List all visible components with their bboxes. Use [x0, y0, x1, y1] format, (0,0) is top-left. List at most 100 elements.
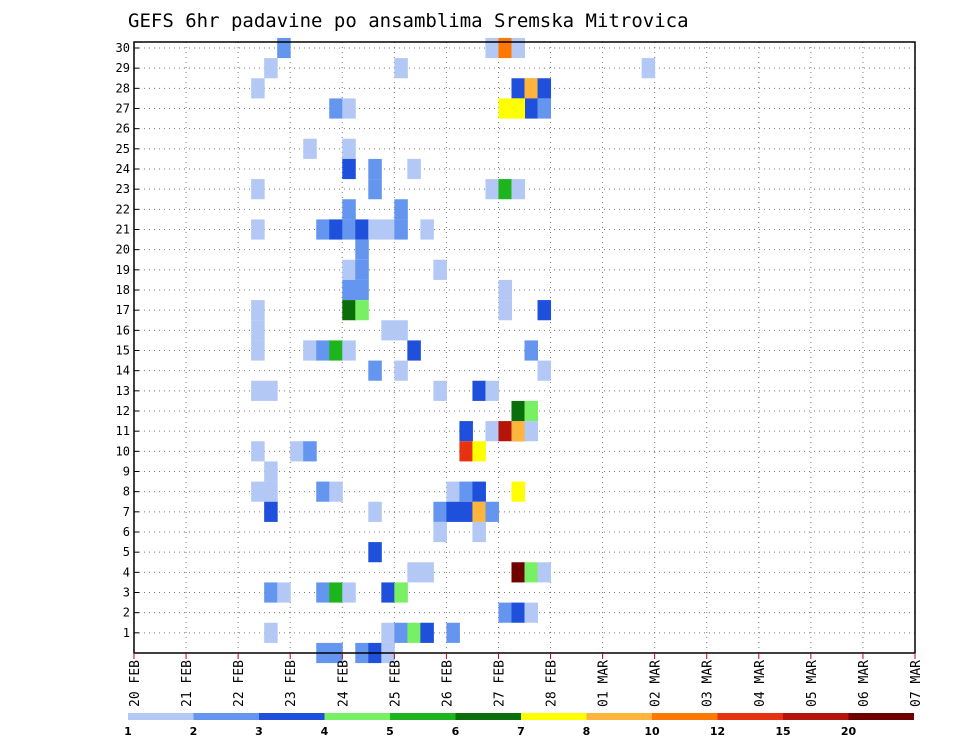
- x-tick-label: 27 FEB: [492, 660, 507, 707]
- precip-cell: [342, 199, 356, 220]
- precip-cell: [459, 421, 473, 442]
- legend-color-swatch: [652, 713, 718, 720]
- precip-cell: [446, 501, 460, 522]
- y-tick-label: 7: [123, 505, 130, 519]
- legend-level-label: 10: [644, 725, 660, 738]
- precip-cell: [485, 380, 499, 401]
- precip-cell: [290, 441, 304, 462]
- precip-cell: [420, 219, 434, 240]
- precip-cell: [342, 219, 356, 240]
- precip-cell: [485, 501, 499, 522]
- precip-cell: [511, 602, 525, 623]
- precip-cell: [511, 78, 525, 99]
- precip-cell: [251, 481, 265, 502]
- precip-cell: [511, 421, 525, 442]
- precip-cell: [251, 78, 265, 99]
- precip-cell: [381, 622, 395, 643]
- y-tick-label: 19: [116, 263, 130, 277]
- precip-cell: [498, 602, 512, 623]
- legend-color-swatch: [455, 713, 521, 720]
- precip-cell: [355, 279, 369, 301]
- legend-color-swatch: [193, 713, 259, 720]
- precip-cell: [329, 98, 343, 119]
- precip-cell: [264, 380, 278, 401]
- precip-cell: [316, 481, 330, 502]
- legend-level-label: 7: [517, 725, 525, 738]
- precip-cell: [368, 542, 382, 563]
- x-tick-label: 21 FEB: [180, 660, 195, 707]
- precip-cell: [342, 259, 356, 280]
- precip-cell: [433, 501, 447, 522]
- y-tick-label: 26: [116, 122, 130, 136]
- precip-cell: [498, 37, 512, 59]
- precip-cell: [355, 259, 369, 280]
- precip-cell: [511, 37, 525, 59]
- precip-cell: [524, 340, 539, 361]
- x-tick-label: 05 MAR: [805, 660, 820, 707]
- x-tick-label: 02 MAR: [649, 660, 664, 707]
- legend-level-label: 5: [386, 725, 394, 738]
- legend-color-swatch: [259, 713, 325, 720]
- precip-cell: [472, 521, 486, 543]
- precip-cell: [511, 400, 525, 422]
- precip-cell: [394, 58, 408, 79]
- x-tick-label: 07 MAR: [909, 660, 924, 707]
- precip-cell: [394, 199, 408, 220]
- precip-cell: [277, 37, 291, 59]
- precip-cell: [264, 481, 278, 502]
- precip-cell: [355, 219, 369, 240]
- precip-cell: [485, 37, 499, 59]
- legend-level-label: 6: [452, 725, 460, 738]
- precip-cell: [394, 219, 408, 240]
- y-tick-label: 4: [123, 565, 130, 579]
- precip-cell: [459, 481, 473, 502]
- precip-cell: [420, 622, 434, 643]
- precip-cell: [537, 562, 552, 583]
- legend-level-label: 20: [841, 725, 857, 738]
- y-tick-label: 27: [116, 102, 130, 116]
- precip-cell: [420, 562, 434, 583]
- precip-cell: [303, 138, 317, 159]
- y-tick-label: 8: [123, 485, 130, 499]
- legend-color-swatch: [783, 713, 849, 720]
- legend-level-label: 2: [190, 725, 198, 738]
- precip-cell: [342, 279, 356, 301]
- precip-cell: [264, 501, 278, 522]
- precip-cell: [251, 441, 265, 462]
- precip-cell: [537, 98, 552, 119]
- precip-cell: [264, 461, 278, 482]
- precip-cell: [498, 279, 512, 301]
- y-tick-label: 20: [116, 243, 130, 257]
- y-tick-label: 30: [116, 41, 130, 55]
- precip-cell: [251, 219, 265, 240]
- precip-cell: [303, 441, 317, 462]
- precip-cell: [537, 360, 552, 381]
- precip-cell: [394, 360, 408, 381]
- y-tick-label: 14: [116, 364, 130, 378]
- y-tick-label: 2: [123, 606, 130, 620]
- y-tick-label: 23: [116, 182, 130, 196]
- legend-level-label: 4: [321, 725, 329, 738]
- precip-cell: [342, 138, 356, 159]
- legend-color-swatch: [848, 713, 914, 720]
- y-tick-label: 13: [116, 384, 130, 398]
- legend-level-label: 3: [255, 725, 263, 738]
- precip-cell: [407, 340, 421, 361]
- x-tick-label: 22 FEB: [232, 660, 247, 707]
- chart-title: GEFS 6hr padavine po ansamblima Sremska …: [128, 10, 689, 32]
- precip-cell: [641, 58, 656, 79]
- legend-color-swatch: [521, 713, 587, 720]
- y-tick-label: 21: [116, 223, 130, 237]
- precip-cell: [355, 239, 369, 260]
- legend-level-label: 1: [124, 725, 132, 738]
- y-tick-label: 3: [123, 586, 130, 600]
- precip-cell: [316, 219, 330, 240]
- y-tick-label: 24: [116, 162, 130, 176]
- precip-cell: [485, 421, 499, 442]
- y-tick-label: 12: [116, 404, 130, 418]
- precip-cell: [407, 562, 421, 583]
- precip-cell: [264, 582, 278, 603]
- precip-cell: [251, 300, 265, 321]
- legend-color-swatch: [586, 713, 652, 720]
- legend-level-label: 15: [775, 725, 790, 738]
